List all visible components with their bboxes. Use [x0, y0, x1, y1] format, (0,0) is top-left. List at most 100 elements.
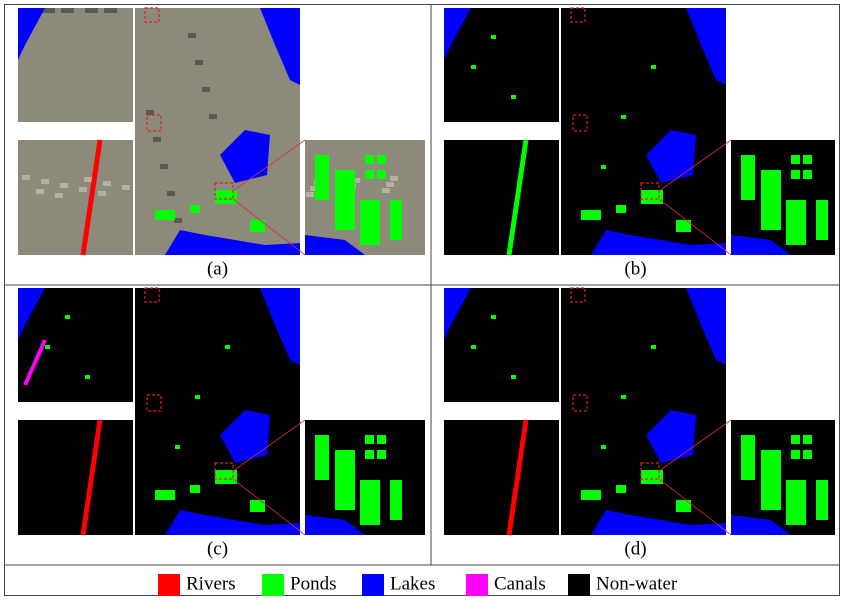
pond — [601, 445, 606, 449]
pond — [365, 155, 374, 164]
pond — [621, 395, 626, 399]
texture — [79, 187, 87, 192]
pond — [791, 435, 800, 444]
texture — [390, 176, 398, 181]
legend-label: Rivers — [186, 573, 236, 594]
pond — [791, 155, 800, 164]
pond — [511, 95, 516, 99]
pond — [377, 450, 386, 459]
pond — [315, 155, 329, 200]
legend-label: Non-water — [596, 573, 678, 594]
pond — [471, 345, 476, 349]
pond — [471, 65, 476, 69]
panel: (c) — [18, 288, 425, 559]
texture — [55, 193, 63, 198]
panel-label: (d) — [624, 538, 646, 559]
texture — [84, 177, 92, 182]
pond — [377, 170, 386, 179]
pond — [365, 435, 374, 444]
pond — [616, 485, 626, 493]
pond — [45, 345, 50, 349]
pond — [616, 205, 626, 213]
pond — [741, 435, 755, 480]
panel: (b) — [444, 8, 835, 279]
pond — [641, 190, 663, 204]
pond — [190, 485, 200, 493]
texture — [386, 182, 394, 187]
panel-label: (c) — [207, 538, 228, 559]
pond — [360, 200, 380, 245]
texture — [160, 164, 168, 169]
pond — [803, 155, 812, 164]
pond — [155, 490, 175, 500]
pond — [791, 170, 800, 179]
pond — [651, 345, 656, 349]
texture — [202, 87, 210, 92]
texture — [174, 218, 182, 223]
texture — [122, 185, 130, 190]
pond — [641, 470, 663, 484]
pond — [803, 435, 812, 444]
pond — [335, 450, 355, 510]
pond — [155, 210, 175, 220]
pond — [377, 155, 386, 164]
map-image — [18, 420, 133, 535]
texture — [146, 110, 154, 115]
texture — [103, 181, 111, 186]
texture — [36, 189, 44, 194]
pond — [215, 190, 237, 204]
pond — [803, 450, 812, 459]
map-image — [444, 420, 559, 535]
pond — [803, 170, 812, 179]
pond — [195, 395, 200, 399]
texture — [22, 175, 30, 180]
texture — [66, 8, 74, 13]
legend-swatch — [568, 574, 590, 596]
panel: (a) — [18, 8, 425, 279]
pond — [741, 155, 755, 200]
legend-swatch — [466, 574, 488, 596]
pond — [65, 315, 70, 319]
pond — [791, 450, 800, 459]
texture — [60, 183, 68, 188]
texture — [109, 8, 117, 13]
legend-swatch — [362, 574, 384, 596]
texture — [41, 179, 49, 184]
pond — [816, 480, 828, 520]
texture — [98, 191, 106, 196]
legend-swatch — [262, 574, 284, 596]
pond — [601, 165, 606, 169]
legend-label: Canals — [494, 573, 546, 594]
texture — [306, 192, 314, 197]
texture — [209, 114, 217, 119]
pond — [190, 205, 200, 213]
pond — [491, 35, 496, 39]
pond — [377, 435, 386, 444]
pond — [335, 170, 355, 230]
pond — [816, 200, 828, 240]
pond — [365, 170, 374, 179]
pond — [360, 480, 380, 525]
pond — [651, 65, 656, 69]
pond — [621, 115, 626, 119]
pond — [786, 200, 806, 245]
pond — [175, 445, 180, 449]
texture — [153, 137, 161, 142]
pond — [581, 210, 601, 220]
texture — [47, 8, 55, 13]
pond — [761, 170, 781, 230]
figure: (a)(b)(c)(d)RiversPondsLakesCanalsNon-wa… — [0, 0, 844, 600]
panel: (d) — [444, 288, 835, 559]
pond — [511, 375, 516, 379]
pond — [365, 450, 374, 459]
panel-label: (a) — [207, 258, 228, 279]
texture — [195, 60, 203, 65]
pond — [215, 470, 237, 484]
texture — [90, 8, 98, 13]
legend-swatch — [158, 574, 180, 596]
pond — [786, 480, 806, 525]
texture — [382, 188, 390, 193]
texture — [167, 191, 175, 196]
pond — [761, 450, 781, 510]
pond — [315, 435, 329, 480]
